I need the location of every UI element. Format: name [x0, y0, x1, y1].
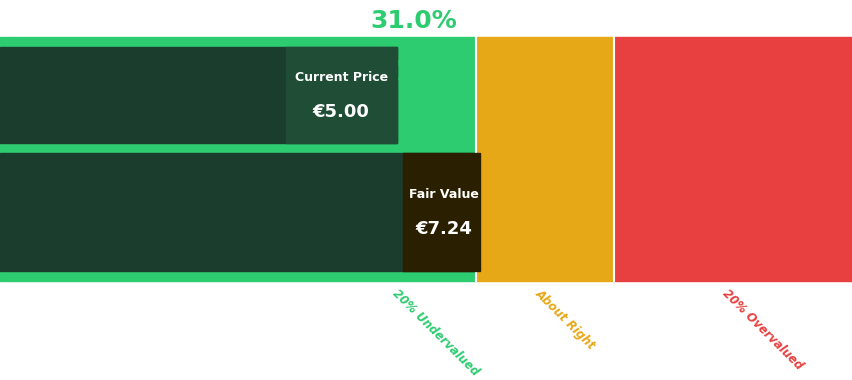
Text: €5.00: €5.00 [313, 103, 369, 121]
Text: 31.0%: 31.0% [370, 10, 457, 33]
Text: Current Price: Current Price [294, 71, 388, 84]
Bar [613, 38, 852, 281]
Bar [285, 47, 396, 144]
Text: Fair Value: Fair Value [408, 188, 478, 201]
Bar [403, 153, 480, 271]
Text: About Right: About Right [532, 287, 597, 352]
Bar [0, 47, 396, 144]
Text: €7.24: €7.24 [415, 220, 471, 238]
Bar [0, 38, 475, 281]
Bar [0, 153, 475, 271]
Text: Undervalued: Undervalued [369, 56, 458, 70]
Text: 20% Undervalued: 20% Undervalued [389, 287, 481, 378]
Bar [475, 38, 613, 281]
Text: 20% Overvalued: 20% Overvalued [719, 287, 804, 372]
